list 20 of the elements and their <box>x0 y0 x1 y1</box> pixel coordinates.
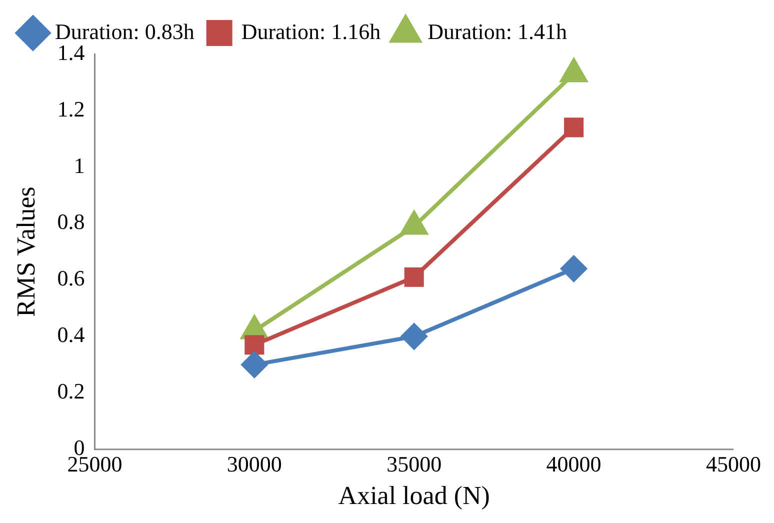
y-tick-label: 0.2 <box>57 378 85 404</box>
legend-label: Duration: 1.16h <box>241 18 381 44</box>
y-axis-title: RMS Values <box>11 186 40 317</box>
y-tick-label: 1 <box>74 152 85 178</box>
y-tick-label: 0.4 <box>57 322 85 348</box>
point <box>244 335 264 355</box>
x-tick-label: 40000 <box>546 451 602 476</box>
point <box>560 58 588 82</box>
y-tick-label: 0.6 <box>57 266 85 291</box>
y-tick-label: 0.8 <box>57 209 85 234</box>
point <box>401 323 428 350</box>
point <box>404 267 424 287</box>
point <box>241 352 268 378</box>
x-tick-label: 35000 <box>386 451 442 476</box>
y-tick-label: 1.2 <box>57 96 85 122</box>
legend-label: Duration: 1.41h <box>428 18 567 44</box>
x-axis-title: Axial load (N) <box>338 481 490 510</box>
x-tick-label: 30000 <box>226 451 282 476</box>
point <box>560 256 587 282</box>
x-tick-label: 45000 <box>706 451 761 476</box>
